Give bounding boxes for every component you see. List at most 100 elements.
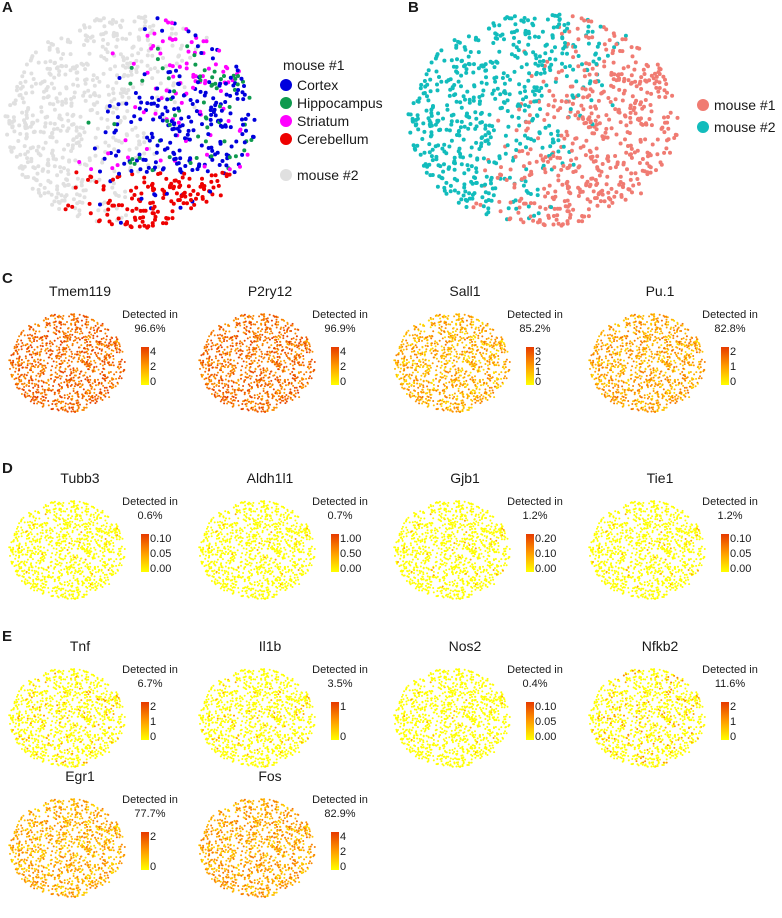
cell-point bbox=[79, 373, 81, 375]
point-striatum bbox=[217, 49, 221, 53]
point-mouse2 bbox=[477, 50, 481, 54]
cell-point bbox=[445, 356, 447, 358]
cell-point bbox=[265, 375, 267, 377]
point-mouse2 bbox=[514, 207, 518, 211]
cell-point bbox=[283, 360, 285, 362]
point-mouse2 bbox=[60, 193, 64, 197]
point-cerebellum bbox=[89, 211, 93, 215]
point-mouse2 bbox=[462, 186, 466, 190]
point-mouse2 bbox=[480, 195, 484, 199]
cell-point bbox=[21, 348, 23, 350]
point-mouse1 bbox=[557, 222, 561, 226]
point-mouse2 bbox=[457, 201, 461, 205]
point-mouse2 bbox=[130, 73, 134, 77]
cell-point bbox=[261, 353, 263, 355]
legend-dot bbox=[280, 115, 292, 127]
point-mouse2 bbox=[445, 103, 449, 107]
cell-point bbox=[74, 369, 76, 371]
cell-point bbox=[247, 352, 249, 354]
cell-point bbox=[233, 382, 235, 384]
point-cerebellum bbox=[110, 222, 114, 226]
cell-point bbox=[66, 337, 68, 339]
point-striatum bbox=[165, 89, 169, 93]
point-mouse1 bbox=[604, 131, 608, 135]
point-mouse2 bbox=[110, 99, 114, 103]
cell-point bbox=[246, 361, 248, 363]
cell-point bbox=[301, 337, 303, 339]
cell-point bbox=[250, 344, 252, 346]
point-mouse2 bbox=[436, 52, 440, 56]
point-mouse2 bbox=[415, 144, 419, 148]
cell-point bbox=[484, 388, 486, 390]
point-mouse2 bbox=[92, 102, 96, 106]
point-mouse1 bbox=[603, 42, 607, 46]
cell-point bbox=[238, 350, 240, 352]
cell-point bbox=[99, 388, 101, 390]
point-mouse1 bbox=[639, 75, 643, 79]
cell-point bbox=[97, 398, 99, 400]
point-mouse1 bbox=[560, 183, 564, 187]
cell-point bbox=[408, 389, 410, 391]
cell-point bbox=[501, 345, 503, 347]
cell-point bbox=[231, 402, 233, 404]
cell-point bbox=[255, 347, 257, 349]
point-mouse2 bbox=[71, 114, 75, 118]
cell-point bbox=[20, 374, 22, 376]
point-mouse2 bbox=[146, 38, 150, 42]
point-mouse2 bbox=[547, 124, 551, 128]
point-mouse2 bbox=[494, 161, 498, 165]
point-mouse2 bbox=[565, 74, 569, 78]
point-mouse2 bbox=[151, 24, 155, 28]
point-cerebellum bbox=[130, 209, 134, 213]
point-mouse2 bbox=[484, 68, 488, 72]
point-mouse2 bbox=[435, 70, 439, 74]
cell-point bbox=[451, 375, 453, 377]
point-mouse2 bbox=[527, 105, 531, 109]
cell-point bbox=[83, 357, 85, 359]
point-cerebellum bbox=[66, 204, 70, 208]
point-mouse1 bbox=[638, 102, 642, 106]
point-mouse2 bbox=[523, 89, 527, 93]
cell-point bbox=[199, 368, 201, 370]
cell-point bbox=[44, 370, 46, 372]
cell-point bbox=[103, 374, 105, 376]
cell-point bbox=[230, 351, 232, 353]
cell-point bbox=[463, 337, 465, 339]
point-mouse2 bbox=[5, 133, 9, 137]
point-cerebellum bbox=[189, 206, 193, 210]
point-mouse2 bbox=[45, 115, 49, 119]
point-mouse2 bbox=[75, 141, 79, 145]
cell-point bbox=[230, 370, 232, 372]
point-mouse2 bbox=[23, 144, 27, 148]
point-cerebellum bbox=[188, 177, 192, 181]
point-cortex bbox=[175, 162, 179, 166]
point-mouse2 bbox=[50, 193, 54, 197]
cell-point bbox=[45, 318, 47, 320]
point-striatum bbox=[203, 81, 207, 85]
point-mouse2 bbox=[538, 107, 542, 111]
point-mouse2 bbox=[63, 73, 67, 77]
point-mouse2 bbox=[464, 198, 468, 202]
cell-point bbox=[55, 372, 57, 374]
cell-point bbox=[306, 341, 308, 343]
point-mouse2 bbox=[88, 52, 92, 56]
legend-item-striatum: Striatum bbox=[280, 112, 383, 130]
cell-point bbox=[50, 369, 52, 371]
point-mouse1 bbox=[546, 112, 550, 116]
cell-point bbox=[247, 337, 249, 339]
cell-point bbox=[220, 377, 222, 379]
point-mouse1 bbox=[639, 87, 643, 91]
cell-point bbox=[10, 354, 12, 356]
cell-point bbox=[29, 328, 31, 330]
legend-dot bbox=[280, 169, 292, 181]
point-cortex bbox=[207, 80, 211, 84]
cell-point bbox=[283, 329, 285, 331]
cell-point bbox=[215, 391, 217, 393]
cell-point bbox=[459, 385, 461, 387]
point-mouse1 bbox=[581, 117, 585, 121]
cell-point bbox=[118, 342, 120, 344]
point-mouse1 bbox=[630, 45, 634, 49]
cell-point bbox=[249, 395, 251, 397]
cell-point bbox=[71, 361, 73, 363]
